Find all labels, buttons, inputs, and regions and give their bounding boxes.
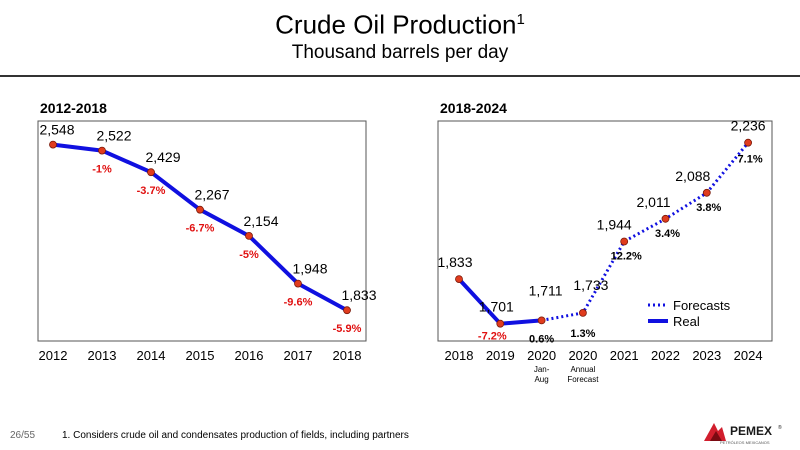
chart-1-change-label: -9.6% — [284, 297, 313, 309]
chart-2-x-tick-label: 2019 — [486, 348, 515, 363]
chart-1-value-label: 1,948 — [292, 261, 327, 277]
header: Crude Oil Production1 Thousand barrels p… — [0, 4, 800, 65]
chart-2-point — [496, 319, 505, 328]
chart-2-change-label: 0.6% — [529, 333, 554, 345]
chart-1-value-label: 2,548 — [39, 122, 74, 138]
pemex-logo: PEMEX ® PETRÓLEOS MEXICANOS — [704, 423, 782, 445]
header-divider — [0, 75, 800, 77]
chart-2-point — [620, 237, 629, 246]
page-number: 26/55 — [10, 430, 36, 441]
chart-1-plot-area — [37, 120, 367, 342]
chart-2-legend-real-label: Real — [673, 314, 700, 329]
chart-2-value-label: 2,088 — [675, 168, 710, 184]
chart-2-value-label: 1,833 — [437, 254, 472, 270]
chart-2-x-tick-label: 2018 — [445, 348, 474, 363]
chart-1-x-tick-label: 2016 — [235, 348, 264, 363]
chart-1-change-label: -5% — [239, 249, 259, 261]
chart-1-point — [147, 168, 155, 177]
chart-2-x-tick-label: 2020 — [527, 348, 556, 363]
chart-1-value-label: 2,429 — [145, 149, 180, 165]
chart-1-point — [98, 146, 106, 155]
chart-2-point — [744, 138, 752, 147]
chart-2-legend-forecasts-label: Forecasts — [673, 298, 731, 313]
chart-1-change-label: -5.9% — [333, 323, 362, 335]
chart-2-value-label: 2,236 — [731, 118, 766, 134]
chart-1-point — [49, 140, 57, 149]
chart-2-series-forecasts-line — [541, 141, 750, 322]
chart-2-change-label: 7.1% — [738, 154, 763, 166]
chart-2-change-label: -7.2% — [478, 331, 507, 343]
chart-2-point — [455, 275, 463, 284]
chart-1-change-label: -6.7% — [186, 223, 215, 235]
chart-1-point — [196, 205, 204, 214]
chart-2-x-tick-note: Forecast — [567, 375, 599, 384]
chart-2-change-label: 3.4% — [655, 228, 680, 240]
chart-2-x-tick-label: 2021 — [610, 348, 639, 363]
chart-2-point — [661, 214, 670, 223]
chart-2-x-tick-label: 2020 — [568, 348, 597, 363]
chart-1-value-label: 2,154 — [243, 213, 278, 229]
chart-1-x-tick-label: 2017 — [284, 348, 313, 363]
footnote: 1. Considers crude oil and condensates p… — [62, 430, 409, 441]
chart-2-value-label: 1,733 — [573, 277, 608, 293]
chart-2-x-tick-label: 2023 — [692, 348, 721, 363]
chart-1-x-tick-label: 2018 — [333, 348, 362, 363]
logo-registered-mark: ® — [778, 424, 782, 431]
chart-1-title: 2012-2018 — [40, 100, 107, 116]
chart-2-change-label: 3.8% — [696, 202, 721, 214]
chart-1-point — [294, 279, 302, 288]
chart-2-point — [579, 308, 587, 317]
chart-2-x-tick-note: Aug — [534, 375, 548, 384]
chart-2-value-label: 1,944 — [597, 217, 632, 233]
chart-1-change-label: -1% — [92, 164, 112, 176]
chart-2-x-tick-label: 2024 — [734, 348, 763, 363]
chart-1-value-label: 1,833 — [341, 287, 376, 303]
chart-1-x-tick-label: 2015 — [186, 348, 215, 363]
chart-2-point — [702, 188, 711, 197]
chart-2-title: 2018-2024 — [440, 100, 507, 116]
chart-1-change-label: -3.7% — [137, 185, 166, 197]
chart-1-x-tick-label: 2012 — [39, 348, 68, 363]
logo-wordmark: PEMEX — [730, 424, 772, 438]
chart-2-x-tick-note: Jan- — [534, 365, 550, 374]
chart-1-value-label: 2,522 — [96, 128, 131, 144]
chart-2-value-label: 2,011 — [637, 194, 671, 210]
page-subtitle: Thousand barrels per day — [291, 41, 509, 63]
chart-2-value-label: 1,711 — [529, 282, 563, 298]
chart-2-x-tick-label: 2022 — [651, 348, 680, 363]
logo-tagline: PETRÓLEOS MEXICANOS — [720, 440, 770, 445]
chart-1-x-tick-label: 2013 — [88, 348, 117, 363]
chart-1-value-label: 2,267 — [194, 187, 229, 203]
chart-2-change-label: 12.2% — [611, 251, 642, 263]
chart-2-x-tick-note: Annual — [570, 365, 595, 374]
chart-1-point — [245, 231, 253, 240]
chart-2-value-label: 1,701 — [479, 299, 514, 315]
chart-1-x-tick-label: 2014 — [137, 348, 166, 363]
page-title: Crude Oil Production1 — [275, 9, 525, 40]
chart-1-point — [343, 306, 351, 315]
pemex-eagle-icon — [704, 423, 726, 441]
chart-2-change-label: 1.3% — [570, 328, 595, 340]
title-footnote-mark: 1 — [516, 11, 525, 28]
chart-2-plot-area — [437, 120, 773, 342]
chart-2-point — [537, 316, 546, 325]
